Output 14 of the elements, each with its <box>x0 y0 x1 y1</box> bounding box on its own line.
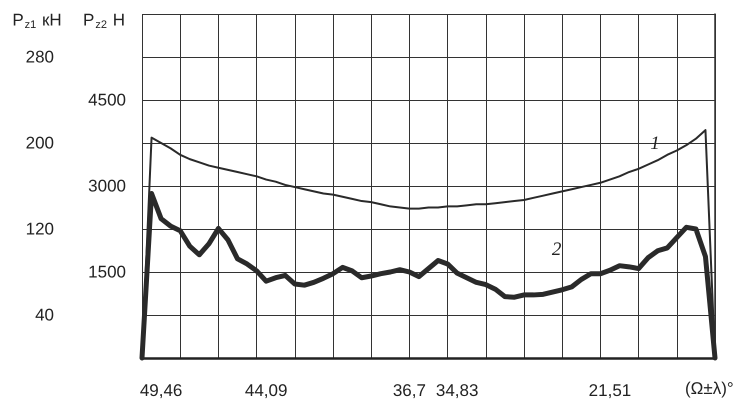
y-tick-label: 40 <box>35 306 54 324</box>
y-tick-label: 120 <box>26 220 54 238</box>
x-tick-label: 49,46 <box>140 381 182 400</box>
y2-tick-label: 1500 <box>88 262 126 282</box>
y2-tick-label: 4500 <box>88 90 126 110</box>
x-tick-label: 44,09 <box>244 381 288 400</box>
y2-tick-label: 3000 <box>88 176 126 196</box>
x-axis-title: (Ω±λ)° <box>685 379 734 398</box>
x-tick-label: 21,51 <box>588 381 632 400</box>
x-tick-label: 36,7 <box>392 381 426 400</box>
series-label: 2 <box>552 239 562 260</box>
y-tick-label: 200 <box>26 134 54 152</box>
x-tick-label: 34,83 <box>436 381 478 400</box>
y-tick-label: 280 <box>26 48 54 66</box>
